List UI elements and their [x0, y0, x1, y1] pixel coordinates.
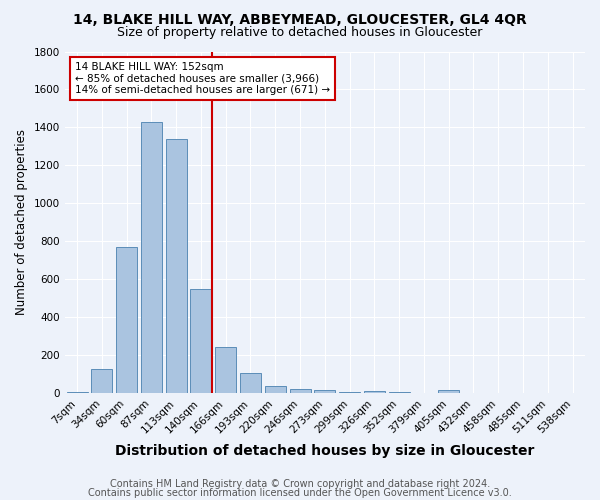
Bar: [91, 369, 112, 394]
Bar: [215, 347, 236, 394]
Text: 14 BLAKE HILL WAY: 152sqm
← 85% of detached houses are smaller (3,966)
14% of se: 14 BLAKE HILL WAY: 152sqm ← 85% of detac…: [75, 62, 330, 95]
Bar: [141, 122, 162, 394]
Bar: [166, 139, 187, 394]
Bar: [265, 386, 286, 394]
Text: Size of property relative to detached houses in Gloucester: Size of property relative to detached ho…: [118, 26, 482, 39]
Bar: [290, 388, 311, 394]
Bar: [240, 372, 261, 394]
Bar: [116, 247, 137, 394]
Bar: [314, 390, 335, 394]
Bar: [190, 289, 211, 394]
Bar: [339, 392, 360, 394]
Y-axis label: Number of detached properties: Number of detached properties: [15, 130, 28, 316]
X-axis label: Distribution of detached houses by size in Gloucester: Distribution of detached houses by size …: [115, 444, 535, 458]
Text: Contains public sector information licensed under the Open Government Licence v3: Contains public sector information licen…: [88, 488, 512, 498]
Bar: [364, 390, 385, 394]
Bar: [438, 390, 459, 394]
Text: 14, BLAKE HILL WAY, ABBEYMEAD, GLOUCESTER, GL4 4QR: 14, BLAKE HILL WAY, ABBEYMEAD, GLOUCESTE…: [73, 12, 527, 26]
Bar: [67, 392, 88, 394]
Text: Contains HM Land Registry data © Crown copyright and database right 2024.: Contains HM Land Registry data © Crown c…: [110, 479, 490, 489]
Bar: [389, 392, 410, 394]
